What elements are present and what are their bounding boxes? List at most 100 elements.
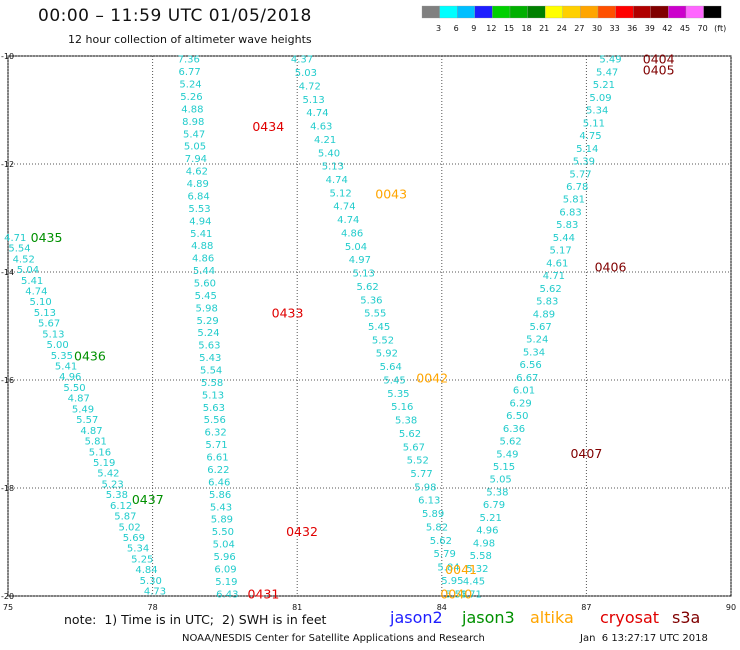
colorbar-label: 6	[454, 24, 459, 33]
wave-height-value: 6.13	[418, 496, 440, 507]
colorbar-label: (ft)	[714, 24, 726, 33]
wave-height-value: 5.15	[493, 462, 515, 473]
colorbar-label: 24	[557, 24, 567, 33]
wave-height-value: 6.09	[214, 564, 236, 575]
wave-height-value: 5.42	[97, 469, 119, 480]
colorbar-label: 21	[539, 24, 549, 33]
wave-height-value: 5.41	[21, 276, 43, 287]
wave-height-values: 4.715.544.525.045.414.745.105.135.675.13…	[4, 55, 622, 601]
wave-height-value: 5.41	[55, 362, 77, 373]
colorbar-swatch	[580, 5, 599, 19]
wave-height-value: 4.61	[546, 258, 568, 269]
wave-height-value: 4.86	[192, 254, 214, 265]
wave-height-value: 5.21	[480, 513, 502, 524]
wave-height-value: 5.13	[302, 95, 324, 106]
wave-height-value: 4.37	[291, 55, 313, 66]
wave-height-value: 5.67	[38, 319, 60, 330]
legend-jason2: jason2	[390, 608, 443, 627]
wave-height-value: 4.74	[337, 215, 359, 226]
colorbar-swatch	[457, 5, 475, 19]
wave-height-value: 5.56	[204, 415, 226, 426]
pass-label: 0407	[570, 446, 602, 461]
y-tick-label: -12	[1, 160, 14, 169]
wave-height-value: 4.88	[191, 241, 213, 252]
wave-height-value: 5.52	[407, 456, 429, 467]
pass-label: 0435	[31, 230, 63, 245]
wave-height-value: 5.34	[127, 544, 149, 555]
wave-height-value: 5.62	[356, 282, 378, 293]
wave-height-value: 5.13	[34, 308, 56, 319]
wave-height-value: 4.84	[135, 565, 157, 576]
wave-height-value: 4.63	[310, 122, 332, 133]
wave-height-value: 5.43	[199, 353, 221, 364]
wave-height-value: 6.01	[513, 386, 535, 397]
wave-height-value: 5.04	[17, 265, 39, 276]
footnote: note: 1) Time is in UTC; 2) SWH is in fe…	[64, 612, 327, 627]
wave-height-value: 6.79	[483, 500, 505, 511]
wave-height-value: 6.43	[216, 589, 238, 600]
colorbar-swatch	[685, 5, 704, 19]
wave-height-value: 5.04	[213, 540, 235, 551]
wave-height-value: 5.02	[118, 522, 140, 533]
wave-height-value: 5.13	[353, 269, 375, 280]
wave-height-value: 5.77	[569, 169, 591, 180]
wave-height-value: 5.69	[123, 533, 145, 544]
wave-height-value: 5.45	[195, 291, 217, 302]
wave-height-value: 5.62	[500, 437, 522, 448]
wave-height-value: 5.29	[196, 316, 218, 327]
wave-height-value: 5.81	[563, 195, 585, 206]
wave-height-value: 5.47	[183, 129, 205, 140]
wave-height-value: 6.67	[516, 373, 538, 384]
wave-height-value: 4.87	[80, 426, 102, 437]
colorbar-swatch	[545, 5, 563, 19]
wave-height-value: 7.94	[185, 154, 207, 165]
wave-height-value: 5.49	[496, 449, 518, 460]
wave-height-value: 4.71	[543, 271, 565, 282]
colorbar-label: 3	[436, 24, 441, 33]
wave-height-value: 5.96	[213, 552, 235, 563]
wave-height-value: 4.87	[68, 394, 90, 405]
wave-height-value: 5.55	[364, 309, 386, 320]
wave-height-value: 5.58	[201, 378, 223, 389]
wave-height-value: 5.21	[593, 80, 615, 91]
wave-height-value: 5.86	[209, 490, 231, 501]
wave-height-value: 4.71	[460, 589, 482, 600]
y-tick-label: -10	[1, 52, 14, 61]
wave-height-value: 6.61	[206, 453, 228, 464]
wave-height-value: 4.96	[476, 526, 498, 537]
credit-line: NOAA/NESDIS Center for Satellite Applica…	[182, 633, 485, 644]
wave-height-value: 5.50	[212, 527, 234, 538]
x-tick-label: 87	[581, 603, 591, 612]
wave-height-value: 5.60	[194, 278, 216, 289]
wave-height-value: 6.22	[207, 465, 229, 476]
grid-lines	[7, 55, 732, 597]
wave-height-value: 5.58	[470, 551, 492, 562]
wave-height-value: 6.46	[208, 477, 230, 488]
wave-height-value: 5.67	[529, 322, 551, 333]
wave-height-value: 4.97	[349, 255, 371, 266]
pass-label: 0043	[375, 187, 407, 202]
wave-height-value: 5.71	[205, 440, 227, 451]
x-tick-label: 81	[292, 603, 302, 612]
wave-height-value: 4.72	[299, 81, 321, 92]
wave-height-value: 5.19	[93, 458, 115, 469]
legend-altika: altika	[530, 608, 574, 627]
wave-height-value: 5.53	[188, 204, 210, 215]
chart-title: 00:00 – 11:59 UTC 01/05/2018	[38, 6, 312, 26]
wave-height-value: 5.84	[437, 563, 459, 574]
wave-height-value: 5.82	[426, 522, 448, 533]
wave-height-value: 6.56	[519, 360, 541, 371]
wave-height-value: 5.13	[202, 390, 224, 401]
wave-height-value: 5.53	[445, 589, 467, 600]
colorbar-label: 15	[504, 24, 514, 33]
wave-height-value: 5.34	[523, 347, 545, 358]
wave-height-value: 5.19	[215, 577, 237, 588]
wave-height-value: 5.44	[553, 233, 575, 244]
wave-height-value: 5.45	[383, 375, 405, 386]
wave-height-value: 4.74	[333, 202, 355, 213]
y-tick-label: -18	[1, 484, 14, 493]
wave-height-value: 5.13	[322, 162, 344, 173]
wave-height-value: 5.38	[486, 487, 508, 498]
wave-height-value: 5.95	[441, 576, 463, 587]
wave-height-value: 5.11	[583, 118, 605, 129]
